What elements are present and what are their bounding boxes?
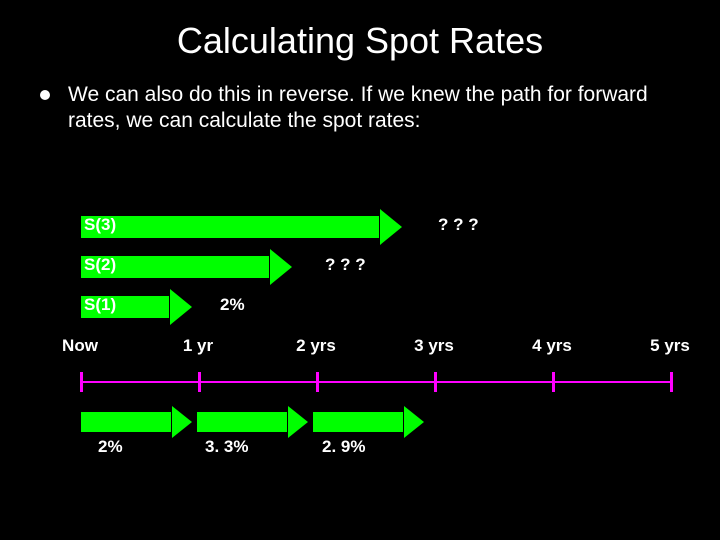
timeline-tick: 4 yrs (552, 372, 555, 392)
arrow-label-s2: S(2) (84, 255, 116, 275)
arrow-end-label-s1: 2% (220, 295, 245, 315)
arrow-body (312, 411, 404, 433)
arrow-label-s3: S(3) (84, 215, 116, 235)
tick-label-3yrs: 3 yrs (414, 336, 454, 356)
bullet-dot-icon (40, 90, 50, 100)
arrow-head-icon (170, 289, 192, 325)
arrow-head-icon (380, 209, 402, 245)
page-title: Calculating Spot Rates (0, 0, 720, 82)
spot-arrow-s1: S(1) 2% (80, 295, 680, 329)
forward-rate-label: 2% (98, 437, 123, 457)
tick-label-now: Now (62, 336, 98, 356)
arrow-body (80, 215, 380, 239)
spot-arrow-s2: S(2) ? ? ? (80, 255, 680, 289)
arrow-body (80, 411, 172, 433)
timeline-tick: 5 yrs (670, 372, 673, 392)
forward-rate-arrow (80, 411, 192, 433)
forward-rate-arrow (196, 411, 308, 433)
forward-rate-arrow (312, 411, 424, 433)
arrow-end-label-s2: ? ? ? (325, 255, 366, 275)
forward-rate-label: 2. 9% (322, 437, 365, 457)
arrow-head-icon (172, 406, 192, 438)
tick-label-1yr: 1 yr (183, 336, 213, 356)
tick-label-5yrs: 5 yrs (650, 336, 690, 356)
arrow-head-icon (404, 406, 424, 438)
tick-label-2yrs: 2 yrs (296, 336, 336, 356)
timeline-tick: Now (80, 372, 83, 392)
arrow-head-icon (270, 249, 292, 285)
arrow-end-label-s3: ? ? ? (438, 215, 479, 235)
arrow-label-s1: S(1) (84, 295, 116, 315)
timeline: Now 1 yr 2 yrs 3 yrs 4 yrs 5 yrs (80, 381, 670, 383)
spot-arrow-s3: S(3) ? ? ? (80, 215, 680, 249)
arrow-head-icon (288, 406, 308, 438)
arrow-body (196, 411, 288, 433)
rates-diagram: S(3) ? ? ? S(2) ? ? ? S(1) 2% Now 1 yr 2… (80, 215, 680, 335)
bullet-text: We can also do this in reverse. If we kn… (68, 82, 680, 135)
timeline-tick: 3 yrs (434, 372, 437, 392)
bullet-item: We can also do this in reverse. If we kn… (0, 82, 720, 135)
timeline-tick: 2 yrs (316, 372, 319, 392)
tick-label-4yrs: 4 yrs (532, 336, 572, 356)
forward-rate-label: 3. 3% (205, 437, 248, 457)
timeline-tick: 1 yr (198, 372, 201, 392)
